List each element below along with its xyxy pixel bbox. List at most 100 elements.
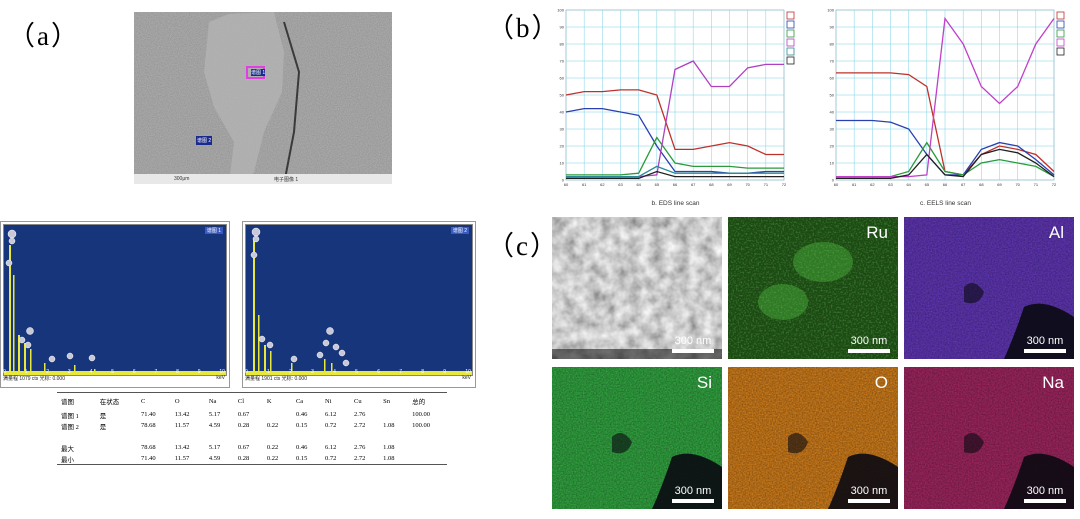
y-tick-label: 70 [560, 59, 565, 64]
map-image [728, 217, 898, 359]
spectrum-2-tick: 7 [399, 369, 402, 375]
spectrum-2-tick: 0 [245, 369, 248, 375]
spectrum-1-tick: 5 [111, 369, 114, 375]
map-image [552, 217, 722, 359]
element-label: Ru [866, 223, 888, 242]
table-cell: Ni [325, 397, 332, 405]
y-tick-label: 70 [830, 59, 835, 64]
table-cell: 11.57 [174, 455, 190, 462]
spectrum-1-tick: 0 [3, 369, 6, 375]
table-cell: 0.46 [295, 444, 308, 451]
table-cell: Cl [237, 397, 245, 405]
table-cell: 最小 [61, 456, 74, 464]
table-cell [263, 431, 292, 442]
table-cell: 0.15 [295, 422, 308, 429]
spectrum-2-tick: 2 [289, 369, 292, 375]
table-cell: 13.42 [174, 411, 190, 418]
eels-linescan-caption: c. EELS line scan [920, 200, 971, 207]
table-cell [408, 431, 447, 442]
x-tick-label: 62 [870, 182, 875, 187]
y-tick-label: 50 [560, 93, 565, 98]
spectrum-1-unit: keV [216, 375, 225, 381]
table-cell [263, 409, 292, 420]
element-label: Al [1048, 223, 1064, 242]
table-cell: 0.67 [237, 444, 250, 451]
sem-caption: 电子图像 1 [274, 177, 299, 183]
element-label: O [874, 373, 888, 392]
table-cell [234, 431, 263, 442]
elemental-map-tile: Na 300 nm [904, 367, 1074, 509]
y-tick-label: 0 [832, 178, 835, 183]
scale-bar: 300 nm [1024, 485, 1066, 503]
table-cell: 1.08 [383, 455, 395, 462]
table-cell [205, 431, 234, 442]
legend-swatch [786, 56, 795, 65]
table-header-row: 谱图 在状态 C O Na Cl K Ca Ni Cu Sn 总的 [57, 393, 447, 409]
elemental-map-tile: Ru 300 nm [728, 217, 898, 359]
elemental-map-tile: O 300 nm [728, 367, 898, 509]
x-tick-label: 69 [727, 182, 732, 187]
element-label: Si [696, 373, 712, 392]
series-line [566, 170, 784, 179]
legend-swatch [1056, 20, 1065, 29]
spectrum-1-frame: 谱图 1 满量程 1079 cts 光标: 0.000 keV 0 1 2 3 … [0, 221, 230, 388]
y-tick-label: 10 [560, 161, 565, 166]
eels-linescan: 60 61 62 63 64 65 66 67 68 69 70 71 72 0 10 20 30 40 50 60 7… [818, 4, 1073, 211]
table-cell: 2.72 [354, 422, 366, 429]
x-tick-label: 66 [943, 182, 948, 187]
panel-label-c: （c） [487, 231, 559, 261]
x-tick-label: 72 [1052, 182, 1057, 187]
spectrum-1-tick: 1 [24, 369, 28, 375]
table-cell: 5.17 [208, 444, 221, 451]
y-tick-label: 30 [560, 127, 565, 132]
table-cell: 11.57 [174, 422, 190, 429]
spectrum-1-svg [4, 229, 226, 375]
series-line [566, 136, 784, 176]
table-cell [292, 431, 321, 442]
table-cell: 71.40 [141, 455, 156, 462]
scale-bar-line [672, 349, 714, 353]
x-tick-label: 70 [1015, 182, 1020, 187]
table-cell: 4.59 [208, 422, 221, 429]
x-tick-label: 60 [564, 182, 569, 187]
table-cell: 0.28 [237, 422, 250, 429]
y-tick-label: 0 [562, 178, 565, 183]
legend-swatch [786, 20, 795, 29]
legend-swatch [786, 38, 795, 47]
y-tick-label: 20 [830, 144, 835, 149]
y-tick-label: 90 [560, 25, 565, 30]
table-cell: 100.00 [412, 422, 431, 429]
sem-spot2-label: 谱图 2 [197, 138, 212, 144]
x-tick-label: 64 [636, 182, 641, 187]
table-cell: O [174, 397, 180, 405]
table-cell: 2.76 [354, 444, 366, 451]
x-tick-label: 61 [852, 182, 857, 187]
spectrum-2-tick: 5 [355, 369, 358, 375]
table-cell: 0.46 [295, 411, 308, 418]
legend-swatch [786, 47, 795, 56]
table-cell [57, 431, 96, 442]
table-cell: Sn [383, 397, 390, 405]
table-cell: 0.72 [325, 455, 337, 462]
spectrum-2-tick: 6 [377, 369, 380, 375]
table-cell: 1.08 [383, 444, 395, 451]
table-cell: 4.59 [208, 455, 221, 462]
table-cell: 是 [99, 423, 107, 431]
y-tick-label: 60 [560, 76, 565, 81]
scale-bar-label: 300 nm [850, 485, 888, 497]
y-tick-label: 80 [560, 42, 565, 47]
table-cell: 5.17 [208, 411, 221, 418]
table-cell: 谱图 2 [61, 423, 79, 431]
legend-swatch [1056, 38, 1065, 47]
spectrum-2-svg [246, 227, 472, 375]
scale-bar-line [672, 499, 714, 503]
sem-image: 谱图 1 谱图 2 300μm 电子图像 1 [134, 12, 392, 184]
x-tick-label: 72 [782, 182, 787, 187]
x-tick-label: 70 [745, 182, 750, 187]
series-line [836, 16, 1055, 178]
table-cell: 总的 [412, 399, 426, 406]
spectrum-2-unit: keV [462, 375, 471, 381]
spectrum-2-tag: 谱图 2 [450, 227, 469, 234]
spectrum-1-tick: 6 [132, 369, 136, 375]
map-image [728, 367, 898, 509]
